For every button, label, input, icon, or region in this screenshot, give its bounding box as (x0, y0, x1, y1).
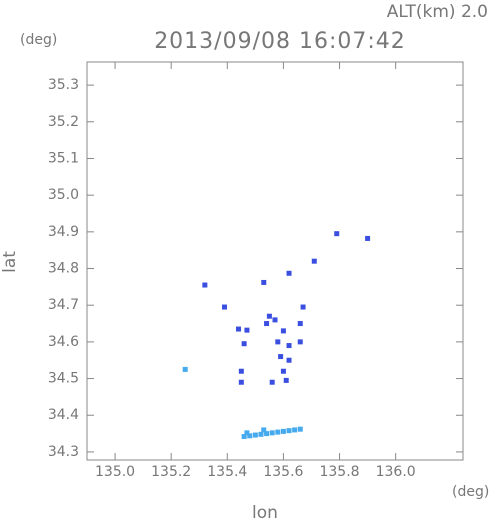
radar-echo (297, 426, 303, 432)
radar-echo (221, 304, 227, 310)
radar-echo (286, 357, 292, 363)
y-tick-label: 35.0 (48, 187, 79, 203)
y-axis-label: lat (0, 251, 20, 273)
radar-echo (261, 427, 267, 433)
x-axis-label: lon (252, 503, 278, 521)
radar-echo (264, 431, 270, 437)
x-tick-label: 135.6 (263, 464, 303, 480)
chart-title: 2013/09/08 16:07:42 (154, 29, 406, 54)
radar-echo (244, 430, 250, 436)
y-tick-label: 34.9 (48, 224, 79, 240)
radar-echo (236, 326, 242, 332)
radar-echo (261, 279, 267, 285)
y-tick-label: 34.7 (48, 297, 79, 313)
x-tick-label: 135.8 (319, 464, 359, 480)
radar-echo (247, 433, 253, 439)
radar-echo (280, 328, 286, 334)
radar-echo (269, 430, 275, 436)
y-tick-label: 35.1 (48, 150, 79, 166)
radar-echo (252, 432, 258, 438)
y-unit: (deg) (20, 32, 57, 48)
y-tick-label: 34.3 (48, 444, 79, 460)
radar-echo (264, 321, 270, 327)
radar-echo (334, 231, 340, 237)
y-tick-label: 34.5 (48, 371, 79, 387)
x-tick-label: 136.0 (376, 464, 416, 480)
radar-echo (286, 270, 292, 276)
y-tick-label: 35.3 (48, 77, 79, 93)
radar-echo (300, 304, 306, 310)
y-tick-label: 34.4 (48, 407, 79, 423)
radar-echo (202, 282, 208, 288)
radar-echo (283, 377, 289, 383)
radar-echo (269, 379, 275, 385)
y-tick-label: 34.6 (48, 334, 79, 350)
radar-echo (182, 366, 188, 372)
y-tick-label: 34.8 (48, 261, 79, 277)
radar-echo (258, 431, 264, 437)
radar-echo (286, 343, 292, 349)
radar-echo (280, 428, 286, 434)
radar-echo (280, 368, 286, 374)
radar-echo (238, 379, 244, 385)
radar-echo (241, 434, 247, 440)
radar-echo (297, 321, 303, 327)
radar-echo (275, 339, 281, 345)
radar-echo (241, 341, 247, 347)
radar-echo (286, 428, 292, 434)
radar-echo (272, 317, 278, 323)
radar-echo (238, 368, 244, 374)
x-unit: (deg) (452, 484, 489, 500)
altitude-label: ALT(km) 2.0 (387, 2, 488, 22)
radar-echo (292, 427, 298, 433)
radar-echo (297, 339, 303, 345)
radar-echo (365, 235, 371, 241)
radar-echo (266, 313, 272, 319)
x-tick-label: 135.0 (95, 464, 135, 480)
y-tick-label: 35.2 (48, 114, 79, 130)
radar-echo (244, 327, 250, 333)
plot-frame (86, 61, 464, 461)
radar-echo (278, 354, 284, 360)
radar-echo (311, 258, 317, 264)
radar-echo (275, 429, 281, 435)
x-tick-label: 135.4 (207, 464, 247, 480)
x-tick-label: 135.2 (151, 464, 191, 480)
